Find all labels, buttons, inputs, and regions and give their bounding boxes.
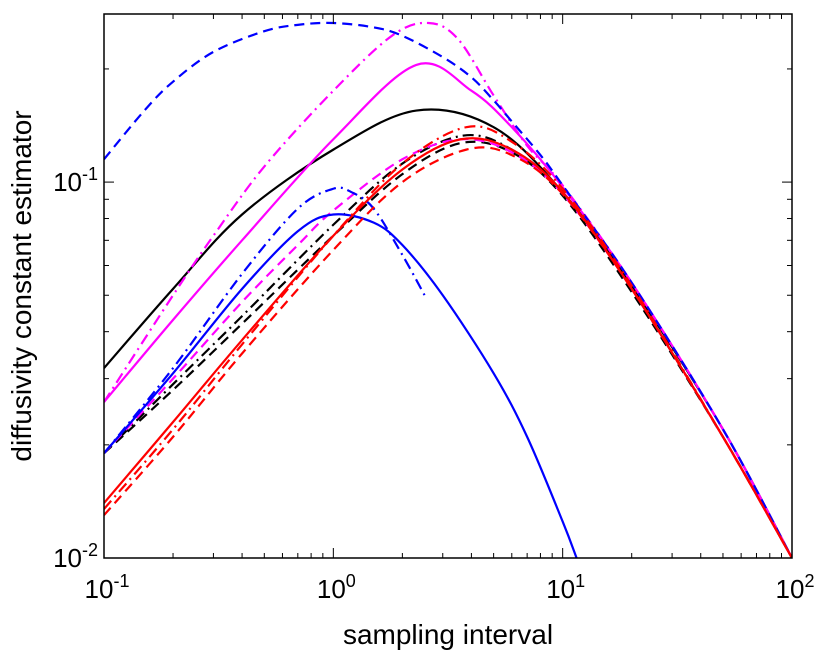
series-line-10 [104,137,792,558]
series-line-6 [104,138,792,558]
x-axis-label: sampling interval [343,619,553,650]
x-tick-label: 10-1 [85,571,130,604]
x-tick-label: 100 [317,571,356,604]
series-line-2 [104,140,792,558]
series-line-4 [104,62,792,558]
series-line-7 [104,21,792,558]
y-tick-label: 10-2 [53,540,98,573]
series-layer [104,21,792,558]
series-line-8 [104,213,578,558]
series-line-1 [104,108,792,558]
y-axis-label: diffusivity constant estimator [6,110,37,461]
y-tick-label: 10-1 [53,164,98,197]
x-tick-label: 101 [546,571,585,604]
series-line-3 [104,133,792,558]
series-line-9 [104,186,426,454]
ticks-layer [103,14,793,559]
series-line-12 [104,125,792,558]
plot-area-frame [103,13,793,559]
series-line-11 [104,146,792,558]
series-line-5 [104,21,792,558]
x-tick-label: 102 [776,571,815,604]
